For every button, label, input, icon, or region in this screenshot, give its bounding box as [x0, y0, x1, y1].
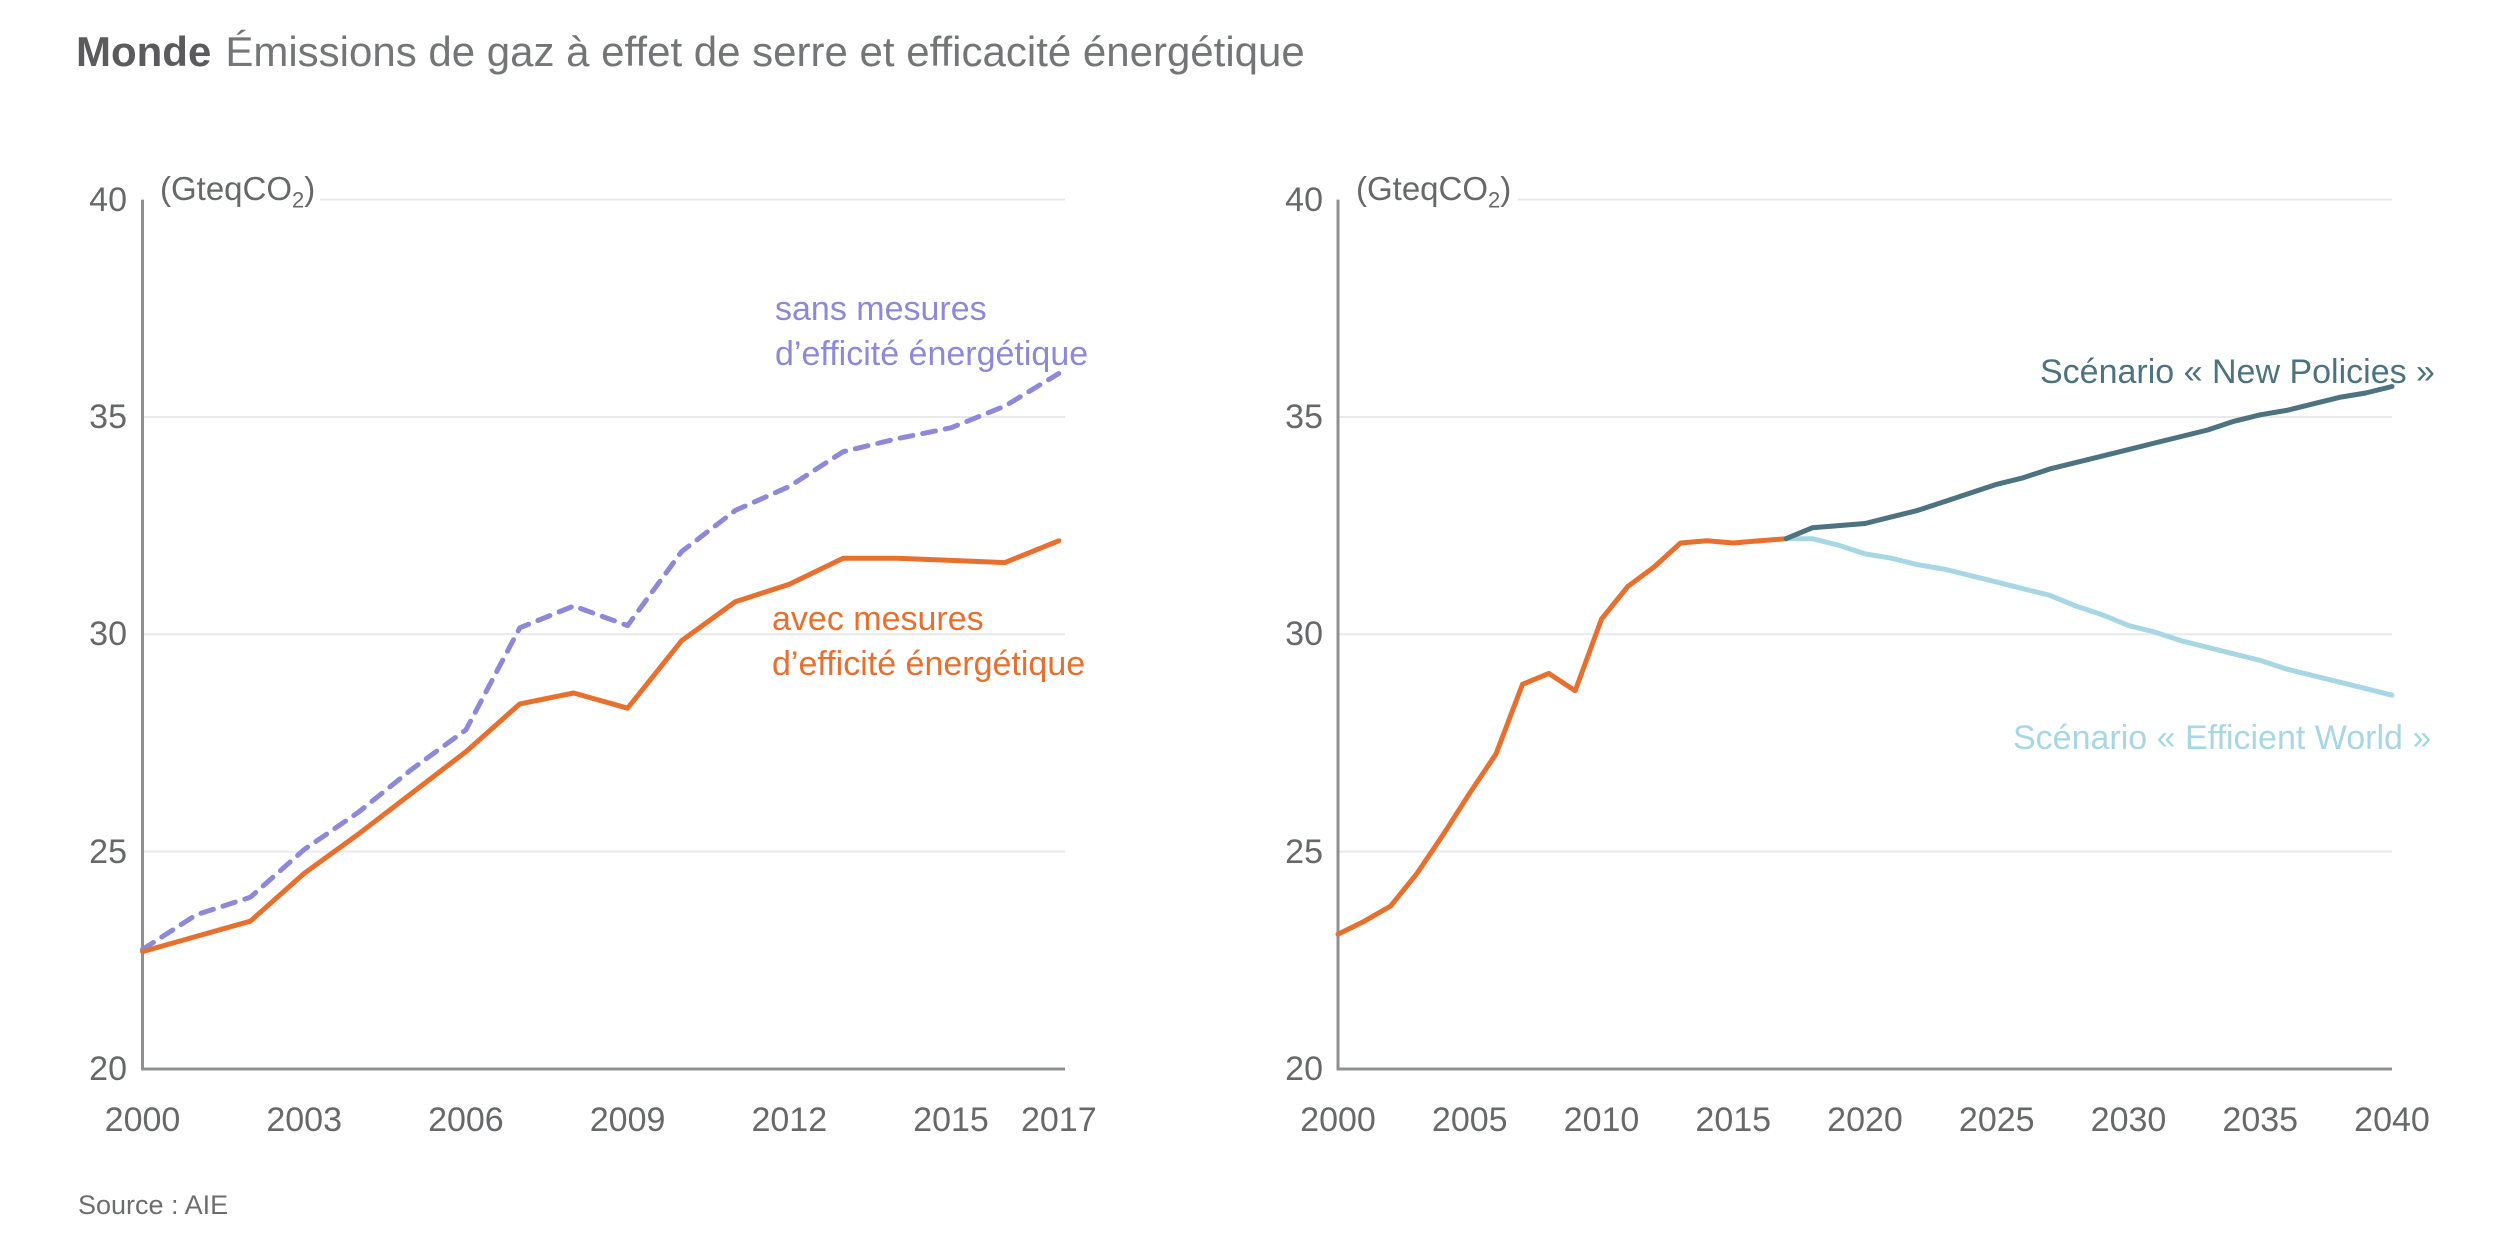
y-tick-label: 20 [89, 1050, 127, 1088]
y-tick-label: 40 [1285, 180, 1323, 219]
page-title: Monde Émissions de gaz à effet de serre e… [76, 28, 1305, 76]
y-tick-label: 30 [89, 615, 127, 654]
series-label-line: Scénario « Efficient World » [2013, 719, 2432, 757]
series-label-efficient-world: Scénario « Efficient World » [2013, 716, 2431, 761]
x-tick-label: 2000 [1300, 1101, 1376, 1139]
x-tick-label: 2009 [589, 1101, 666, 1139]
y-tick-label: 25 [1285, 832, 1323, 871]
x-tick-label: 2006 [428, 1101, 504, 1139]
x-tick-label: 2035 [2222, 1101, 2299, 1139]
series-label-line: d’efficité énergétique [772, 645, 1086, 683]
series-line [1783, 384, 2395, 542]
x-tick-label: 2000 [104, 1101, 181, 1139]
series-label-line: sans mesures [775, 290, 987, 328]
y-axis-unit-label-right: (GteqCO2) [1356, 170, 1512, 213]
x-tick-label: 2025 [1958, 1101, 2035, 1139]
y-tick-label: 40 [89, 180, 127, 219]
x-tick-label: 2040 [2354, 1101, 2430, 1139]
x-tick-label: 2015 [1695, 1101, 1772, 1139]
series-label-avec-mesures: avec mesures d’efficité énergétique [772, 597, 1085, 687]
series-label-line: Scénario « New Policies » [2040, 353, 2435, 391]
series-line [140, 371, 1062, 952]
y-tick-label: 20 [1285, 1050, 1323, 1088]
x-tick-label: 2010 [1563, 1101, 1640, 1139]
y-tick-label: 35 [89, 397, 127, 436]
x-tick-label: 2030 [2090, 1101, 2167, 1139]
series-label-line: d’efficité énergétique [775, 335, 1089, 373]
page-title-subject: Émissions de gaz à effet de serre et eff… [225, 28, 1305, 75]
x-tick-label: 2003 [266, 1101, 342, 1139]
page-title-region: Monde [76, 28, 212, 75]
x-tick-label: 2017 [1020, 1101, 1097, 1139]
x-tick-label: 2012 [751, 1101, 828, 1139]
series-label-line: avec mesures [772, 600, 984, 638]
series-line [1783, 536, 2395, 698]
series-line [1335, 536, 1789, 937]
series-line [140, 538, 1062, 955]
source-note: Source : AIE [78, 1190, 229, 1220]
y-tick-label: 25 [89, 832, 127, 871]
y-axis-unit-label-left: (GteqCO2) [160, 170, 316, 213]
y-tick-label: 30 [1285, 615, 1323, 654]
series-label-sans-mesures: sans mesures d’efficité énergétique [775, 287, 1088, 377]
x-tick-label: 2005 [1431, 1101, 1508, 1139]
x-tick-label: 2015 [913, 1101, 989, 1139]
x-tick-label: 2020 [1827, 1101, 1903, 1139]
y-tick-label: 35 [1285, 397, 1323, 436]
series-label-new-policies: Scénario « New Policies » [2040, 350, 2435, 395]
